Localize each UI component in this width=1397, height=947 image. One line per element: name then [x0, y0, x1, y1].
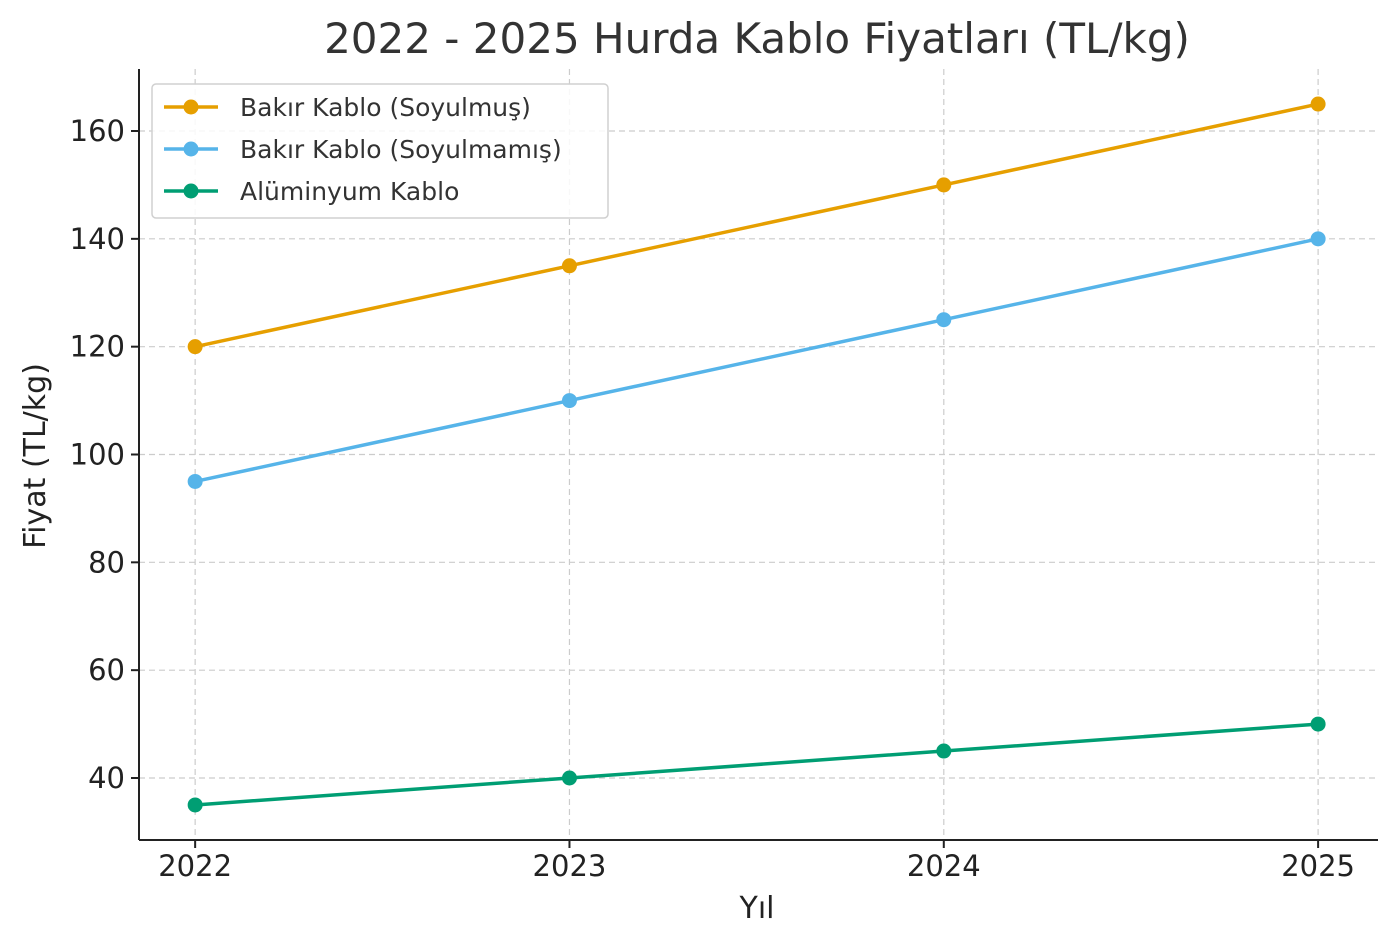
series-2 [187, 231, 1326, 489]
y-tick-label: 120 [70, 330, 125, 364]
legend-swatch-marker [183, 183, 199, 199]
x-tick-label: 2022 [158, 849, 232, 883]
data-point [187, 339, 203, 355]
y-tick-label: 160 [70, 114, 125, 148]
data-point [936, 743, 952, 759]
x-tick-label: 2023 [533, 849, 607, 883]
legend-frame [151, 83, 609, 219]
data-point [1310, 231, 1326, 247]
data-point [561, 258, 577, 274]
y-tick-label: 140 [70, 222, 125, 256]
series-line [194, 237, 1319, 484]
y-tick-label: 40 [88, 761, 125, 795]
legend-item: Alüminyum Kablo [164, 177, 459, 206]
legend-label: Alüminyum Kablo [240, 177, 459, 206]
series-3 [187, 716, 1326, 813]
chart-title: 2022 - 2025 Hurda Kablo Fiyatları (TL/kg… [324, 14, 1190, 63]
data-point [187, 473, 203, 489]
series-line [195, 722, 1319, 807]
legend-swatch-marker [183, 99, 199, 115]
legend-label: Bakır Kablo (Soyulmamış) [240, 135, 562, 164]
data-point [1310, 96, 1326, 112]
legend-label: Bakır Kablo (Soyulmuş) [240, 93, 531, 122]
data-point [1310, 716, 1326, 732]
x-tick-label: 2024 [907, 849, 981, 883]
x-tick-label: 2025 [1281, 849, 1355, 883]
y-tick-label: 80 [88, 545, 125, 579]
series-line [194, 102, 1319, 349]
legend: Bakır Kablo (Soyulmuş) Bakır Kablo (Soyul… [151, 83, 609, 219]
y-axis-label: Fiyat (TL/kg) [18, 363, 53, 549]
legend-swatch-marker [183, 141, 199, 157]
x-axis-label: Yıl [739, 891, 775, 926]
y-tick-label: 100 [70, 438, 125, 472]
data-point [936, 312, 952, 328]
legend-item: Bakır Kablo (Soyulmuş) [164, 93, 531, 122]
y-axis-ticks: 40 60 80 100 120 140 160 [70, 114, 139, 795]
legend-item: Bakır Kablo (Soyulmamış) [164, 135, 562, 164]
data-point [936, 177, 952, 193]
x-axis-ticks: 2022 2023 2024 2025 [158, 840, 1355, 883]
data-point [561, 393, 577, 409]
data-point [187, 797, 203, 813]
series-1 [187, 96, 1326, 355]
grid-lines [139, 69, 1378, 840]
series-layer [187, 96, 1326, 813]
data-point [561, 770, 577, 786]
y-tick-label: 60 [88, 653, 125, 687]
